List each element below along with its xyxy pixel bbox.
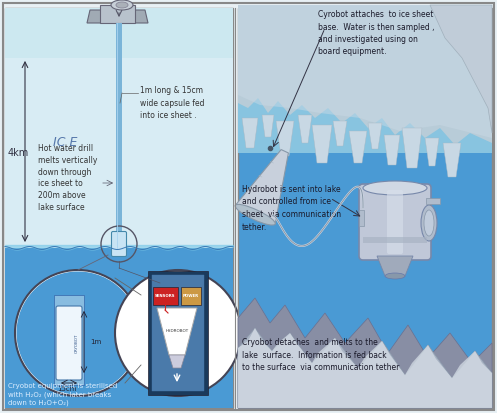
Circle shape (115, 270, 241, 396)
Bar (238, 8, 492, 153)
Text: 1m: 1m (90, 339, 101, 345)
Text: Hydrobot is sent into lake
and controlled from ice
sheet  via communication
teth: Hydrobot is sent into lake and controlle… (242, 185, 341, 232)
Bar (116, 23, 122, 248)
Polygon shape (262, 115, 274, 137)
Bar (426, 198, 440, 204)
Ellipse shape (421, 205, 437, 241)
FancyBboxPatch shape (56, 306, 82, 380)
Bar (5, 8, 233, 408)
Circle shape (16, 271, 140, 394)
Polygon shape (298, 115, 312, 143)
Bar (100, 5, 135, 23)
Text: 15cm: 15cm (57, 386, 77, 392)
FancyBboxPatch shape (359, 184, 431, 260)
Polygon shape (238, 328, 492, 408)
Text: Cryobot detaches  and melts to the
lake  surface.  Information is fed back
to th: Cryobot detaches and melts to the lake s… (242, 338, 400, 372)
Bar (238, 8, 492, 408)
Bar (148, 271, 208, 395)
Polygon shape (238, 5, 492, 145)
Text: Cryobot equipment is sterilised
with H₂O₂ (which later breaks
down to H₂O+O₂): Cryobot equipment is sterilised with H₂O… (8, 383, 117, 406)
Polygon shape (238, 5, 492, 138)
Ellipse shape (385, 273, 405, 279)
Polygon shape (242, 118, 258, 148)
Bar (153, 287, 178, 305)
Bar (5, 248, 233, 408)
Text: 4km: 4km (7, 148, 29, 158)
Text: Cyrobot attaches  to ice sheet
base.  Water is then sampled ,
and investigated u: Cyrobot attaches to ice sheet base. Wate… (318, 10, 434, 57)
Polygon shape (384, 135, 400, 165)
Ellipse shape (111, 0, 133, 10)
Text: HYDROBOT: HYDROBOT (166, 329, 189, 333)
Bar (152, 275, 204, 391)
Polygon shape (157, 308, 197, 355)
Polygon shape (349, 131, 367, 163)
Text: Hot water drill
melts vertically
down through
ice sheet to
200m above
lake surfa: Hot water drill melts vertically down th… (38, 144, 97, 212)
Polygon shape (238, 298, 492, 408)
FancyBboxPatch shape (111, 232, 127, 256)
Text: CRYOBOT: CRYOBOT (75, 333, 79, 353)
Polygon shape (402, 128, 422, 168)
Text: POWER: POWER (183, 294, 199, 298)
Bar (54, 295, 84, 385)
Polygon shape (443, 143, 461, 177)
Bar (5, 58, 233, 248)
Ellipse shape (235, 204, 275, 225)
FancyBboxPatch shape (387, 190, 403, 254)
Bar (5, 8, 233, 58)
Ellipse shape (363, 181, 427, 195)
Polygon shape (235, 150, 288, 224)
Polygon shape (368, 123, 382, 149)
Polygon shape (430, 5, 492, 133)
Polygon shape (425, 138, 439, 166)
Polygon shape (333, 121, 347, 146)
Text: SENSORS: SENSORS (155, 294, 175, 298)
Polygon shape (276, 121, 294, 156)
Polygon shape (377, 256, 413, 276)
Ellipse shape (116, 2, 128, 8)
Bar (181, 287, 201, 305)
Text: 1m long & 15cm
wide capsule fed
into ice sheet .: 1m long & 15cm wide capsule fed into ice… (140, 86, 204, 120)
Polygon shape (238, 328, 492, 408)
Text: IC E: IC E (53, 137, 77, 150)
Polygon shape (312, 125, 332, 163)
Bar (363, 237, 427, 243)
Polygon shape (169, 355, 185, 368)
Polygon shape (87, 10, 148, 23)
Circle shape (15, 270, 141, 396)
Bar (359, 210, 364, 226)
Ellipse shape (424, 210, 434, 236)
